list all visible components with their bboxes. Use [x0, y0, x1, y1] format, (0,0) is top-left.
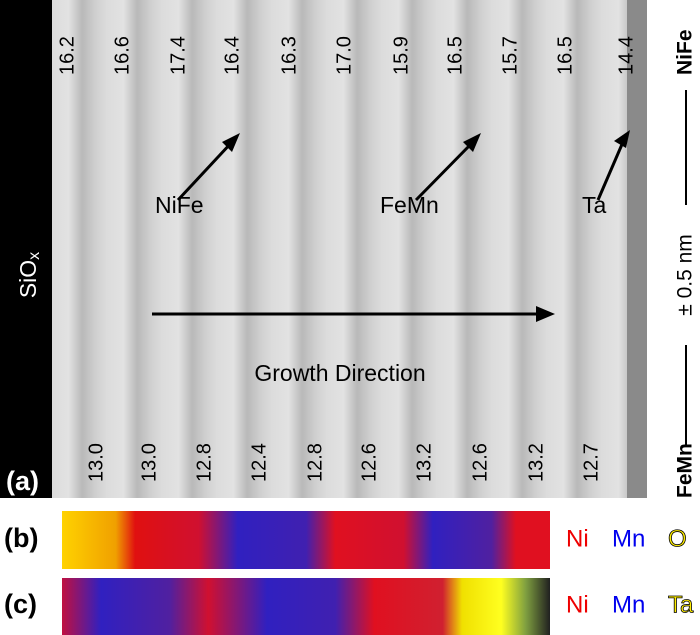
layer-thickness: 12.8 — [304, 443, 326, 482]
tem-image — [52, 0, 627, 498]
legend: Ni Mn Ta — [566, 591, 694, 619]
arrows — [152, 130, 630, 322]
layer-thickness: 12.7 — [580, 443, 602, 482]
growth-direction: Growth Direction — [254, 360, 425, 386]
layer-thickness: 12.6 — [469, 443, 491, 482]
annotation: NiFe — [155, 192, 204, 218]
scale-top: NiFe — [674, 29, 697, 75]
layer-thickness: 17.0 — [333, 36, 355, 75]
layer-thickness: 12.8 — [193, 443, 215, 482]
layer-thickness: 14.4 — [615, 36, 637, 75]
layer-thickness: 17.4 — [167, 36, 189, 75]
layer-thickness: 16.2 — [56, 36, 78, 75]
layer-thickness: 13.2 — [525, 443, 547, 482]
layer-thickness: 13.0 — [85, 443, 107, 482]
layer-thickness: 12.6 — [358, 443, 380, 482]
panel-label: (c) — [4, 589, 37, 619]
layer-thickness: 16.5 — [554, 36, 576, 75]
layer-thickness: 12.4 — [248, 443, 270, 482]
eels-map — [62, 578, 550, 635]
layer-thickness: 16.4 — [221, 36, 243, 75]
scale-bottom: FeMn — [674, 443, 697, 498]
layer-thickness: 16.3 — [278, 36, 300, 75]
annotation: FeMn — [380, 192, 439, 218]
panel-label: (b) — [4, 523, 38, 553]
layer-thickness: 16.6 — [111, 36, 133, 75]
layer-thickness: 15.7 — [499, 36, 521, 75]
top-values: 16.2 16.6 17.4 16.4 16.3 17.0 15.9 16.5 15.7 16.5… — [56, 36, 637, 75]
legend-entry: Ni — [566, 591, 589, 618]
legend-entry: Ni — [566, 525, 589, 552]
layer-thickness: 13.0 — [138, 443, 160, 482]
legend-entry: O — [668, 525, 687, 552]
legend: Ni Mn O — [566, 525, 687, 553]
layer-thickness: 15.9 — [390, 36, 412, 75]
eels-map — [62, 511, 550, 569]
panel-label: (a) — [6, 466, 39, 496]
layer-thickness: 13.2 — [413, 443, 435, 482]
ta-cap — [627, 0, 647, 498]
substrate-label: SiOx — [15, 252, 43, 298]
scale-middle: ± 0.5 nm — [674, 234, 697, 316]
legend-entry: Mn — [612, 525, 645, 552]
layer-thickness: 16.5 — [444, 36, 466, 75]
bottom-values: 13.0 13.0 12.8 12.4 12.8 12.6 13.2 12.6 13.2 12.7 — [85, 443, 602, 482]
annotation: Ta — [582, 192, 607, 218]
substrate — [0, 0, 52, 498]
legend-entry: Mn — [612, 591, 645, 618]
legend-entry: Ta — [668, 591, 694, 618]
